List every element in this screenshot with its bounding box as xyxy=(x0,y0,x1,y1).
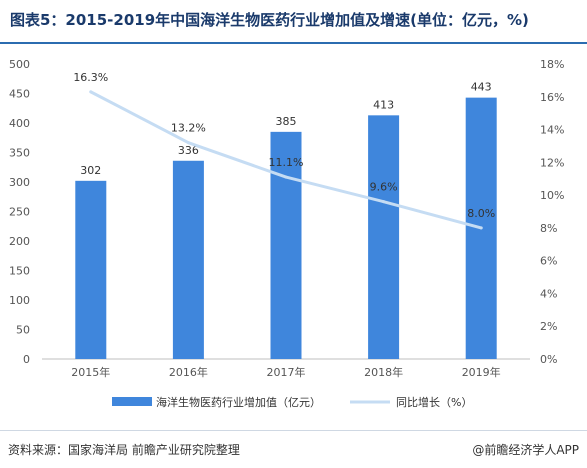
y-left-tick-label: 250 xyxy=(9,206,30,219)
growth-value-label: 8.0% xyxy=(467,207,495,220)
bar xyxy=(270,131,302,359)
y-left-tick-label: 50 xyxy=(16,324,30,337)
bar xyxy=(75,180,107,359)
legend-label-line: 同比增长（%） xyxy=(396,395,472,409)
bar xyxy=(368,115,400,359)
y-right-tick-label: 12% xyxy=(540,156,564,169)
growth-value-label: 11.1% xyxy=(269,156,304,169)
x-tick-label: 2019年 xyxy=(462,365,501,379)
source-note: 资料来源：国家海洋局 前瞻产业研究院整理 xyxy=(8,443,240,457)
y-right-tick-label: 0% xyxy=(540,353,557,366)
growth-point xyxy=(479,226,483,230)
y-right-tick-label: 18% xyxy=(540,58,564,71)
bar-value-label: 336 xyxy=(178,144,199,157)
x-tick-label: 2016年 xyxy=(169,365,208,379)
growth-point xyxy=(89,90,93,94)
y-left-tick-label: 150 xyxy=(9,265,30,278)
y-right-tick-label: 8% xyxy=(540,222,557,235)
y-right-tick-label: 2% xyxy=(540,320,557,333)
brand-label: @前瞻经济学人APP xyxy=(472,443,579,457)
growth-value-label: 13.2% xyxy=(171,122,206,135)
y-left-tick-label: 300 xyxy=(9,176,30,189)
growth-value-label: 9.6% xyxy=(370,181,398,194)
legend-swatch-bar xyxy=(112,397,152,406)
growth-value-label: 16.3% xyxy=(73,71,108,84)
bar-value-label: 443 xyxy=(471,81,492,94)
y-left-tick-label: 500 xyxy=(9,58,30,71)
y-left-tick-label: 400 xyxy=(9,117,30,130)
growth-point xyxy=(284,175,288,179)
y-left-tick-label: 350 xyxy=(9,147,30,160)
x-tick-label: 2015年 xyxy=(71,365,110,379)
bar-value-label: 413 xyxy=(373,98,394,111)
x-tick-label: 2018年 xyxy=(364,365,403,379)
chart-title: 图表5：2015-2019年中国海洋生物医药行业增加值及增速(单位：亿元，%) xyxy=(10,11,529,29)
bar-value-label: 302 xyxy=(80,164,101,177)
growth-point xyxy=(186,141,190,145)
title-bar: 图表5：2015-2019年中国海洋生物医药行业增加值及增速(单位：亿元，%) xyxy=(0,0,587,44)
y-left-tick-label: 200 xyxy=(9,235,30,248)
y-right-tick-label: 16% xyxy=(540,91,564,104)
x-tick-label: 2017年 xyxy=(267,365,306,379)
legend-label-bar: 海洋生物医药行业增加值（亿元） xyxy=(156,395,321,409)
y-right-tick-label: 10% xyxy=(540,189,564,202)
combo-chart: 0 50 100 150 200 250 300 350 400 450 500 0% 2% 4% 6% 8%… xyxy=(9,58,564,409)
y-left-tick-label: 450 xyxy=(9,88,30,101)
y-right-tick-label: 4% xyxy=(540,287,557,300)
y-right-tick-label: 6% xyxy=(540,255,557,268)
bar xyxy=(172,160,204,359)
growth-point xyxy=(382,200,386,204)
bar-value-label: 385 xyxy=(276,115,297,128)
y-left-tick-label: 0 xyxy=(23,353,30,366)
footer: 资料来源：国家海洋局 前瞻产业研究院整理 @前瞻经济学人APP xyxy=(0,430,587,468)
y-left-tick-label: 100 xyxy=(9,294,30,307)
y-right-tick-label: 14% xyxy=(540,124,564,137)
